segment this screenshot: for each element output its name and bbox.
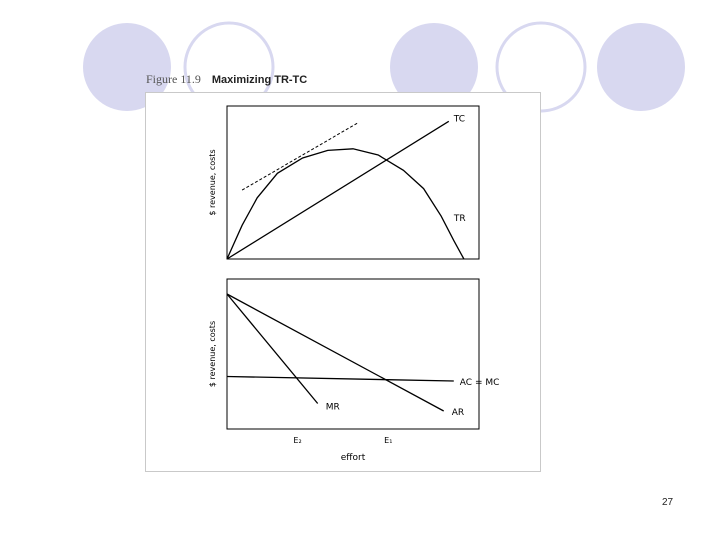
x-tick-label-e1: E₁ — [384, 436, 392, 445]
series-label-tr: TR — [453, 214, 466, 224]
y-axis-label-1: $ revenue, costs — [208, 149, 217, 215]
series-line-mr — [226, 293, 319, 404]
series-line-tangent — [241, 122, 359, 191]
circle-5 — [597, 23, 685, 111]
plot-area-2 — [226, 278, 480, 430]
circle-3 — [390, 23, 478, 111]
x-axis-label: effort — [341, 453, 366, 463]
y-axis-label-2: $ revenue, costs — [208, 321, 217, 387]
x-tick-label-e2: E₂ — [293, 436, 301, 445]
circle-4 — [495, 21, 587, 113]
figure-frame: TC TR $ revenue, costs AC = MC AR MR $ revenue… — [145, 92, 541, 472]
series-label-mr: MR — [326, 403, 340, 413]
series-line-ar — [226, 293, 445, 412]
series-line-tr — [226, 148, 465, 260]
figure-number: Figure 11.9 — [146, 72, 201, 86]
series-line-tc — [226, 120, 450, 260]
figure-charts: TC TR $ revenue, costs AC = MC AR MR $ revenue… — [208, 105, 500, 463]
figure-title: Maximizing TR-TC — [211, 74, 308, 86]
series-label-ar: AR — [452, 408, 464, 418]
figure-label: Figure 11.9 Maximizing TR-TC — [146, 72, 307, 87]
series-label-ac-mc: AC = MC — [460, 378, 500, 388]
page-number: 27 — [662, 497, 674, 508]
plot-area-1 — [226, 105, 480, 260]
series-label-tc: TC — [453, 114, 465, 124]
decorative-circles — [83, 21, 685, 113]
series-line-ac-mc — [226, 375, 454, 382]
circle-1 — [83, 23, 171, 111]
